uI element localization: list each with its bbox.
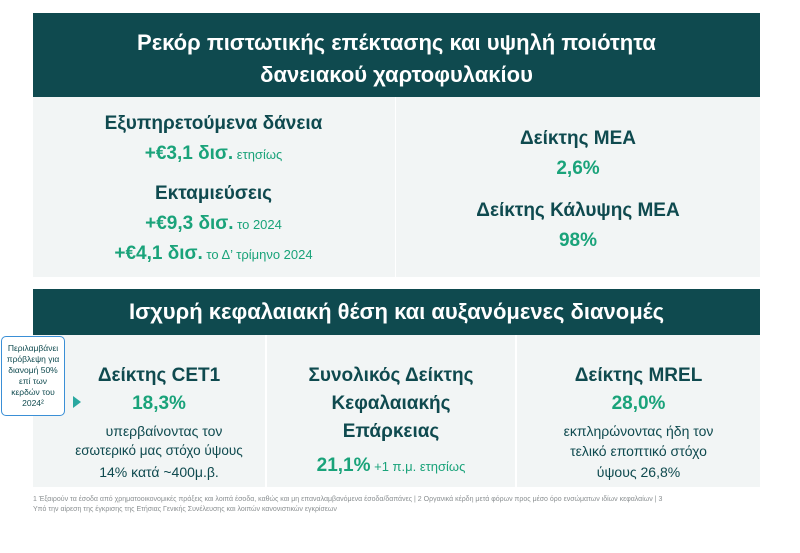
total-capital-card: Συνολικός Δείκτης Κεφαλαιακής Επάρκειας … — [267, 335, 515, 487]
callout-line: 2024² — [22, 398, 44, 408]
credit-left-block: Εξυπηρετούμενα δάνεια +€3,1 δισ. ετησίως… — [33, 97, 394, 277]
disbursements-value-year: +€9,3 δισ. — [145, 213, 234, 234]
mrel-value: 28,0% — [611, 393, 666, 414]
mrel-card: Δείκτης MREL 28,0% εκπληρώνοντας ήδη τον… — [517, 335, 760, 487]
section-banner-credit: Ρεκόρ πιστωτικής επέκτασης και υψηλή ποι… — [33, 13, 760, 97]
performing-loans-line: +€3,1 δισ. ετησίως — [33, 143, 394, 165]
total-capital-value-line: 21,1% +1 π.μ. ετησίως — [267, 455, 515, 477]
disbursements-title: Εκταμιεύσεις — [154, 183, 273, 204]
callout-arrow-icon — [73, 396, 81, 408]
callout-line: διανομή 50% — [8, 365, 58, 375]
cet1-card: Δείκτης CET1 18,3% υπερβαίνοντας τον εσω… — [33, 335, 265, 487]
performing-loans-value: +€3,1 δισ. — [144, 143, 234, 164]
disbursements-value-quarter: +€4,1 δισ. — [114, 243, 203, 264]
callout-line: Περιλαμβάνει — [7, 343, 59, 353]
performing-loans-title: Εξυπηρετούμενα δάνεια — [104, 113, 323, 134]
banner-title-line2: δανειακού χαρτοφυλακίου — [260, 62, 533, 87]
credit-panel — [33, 97, 760, 277]
section-banner-capital: Ισχυρή κεφαλαιακή θέση και αυξανόμενες δ… — [33, 289, 760, 335]
cet1-desc-line3: 14% κατά ~400μ.β. — [99, 464, 219, 480]
disbursements-line1: +€9,3 δισ. το 2024 — [33, 213, 394, 235]
cet1-desc-line2: εσωτερικό μας στόχο ύψους — [75, 443, 243, 458]
total-capital-title-line3: Επάρκειας — [342, 421, 440, 442]
total-capital-suffix: +1 π.μ. ετησίως — [370, 459, 466, 474]
footnote-line2: Υπό την αίρεση της έγκρισης της Ετήσιας … — [33, 506, 337, 513]
callout-line: επί των — [18, 376, 48, 386]
disbursements-line2: +€4,1 δισ. το Δ’ τρίμηνο 2024 — [33, 243, 394, 265]
panel-divider — [395, 97, 396, 277]
footnote-line1: 1 Έξαιρούν τα έσοδα από χρηματοοικονομικ… — [33, 496, 663, 503]
dividend-provision-callout: Περιλαμβάνει πρόβλεψη για διανομή 50% επ… — [1, 336, 65, 416]
callout-line: πρόβλεψη για — [6, 354, 60, 364]
cet1-title: Δείκτης CET1 — [97, 365, 221, 386]
total-capital-title-line2: Κεφαλαιακής — [331, 393, 451, 414]
npe-ratio-title: Δείκτης ΜΕΑ — [519, 128, 636, 149]
disbursements-suffix-year: το 2024 — [233, 217, 282, 232]
disbursements-suffix-quarter: το Δ’ τρίμηνο 2024 — [202, 247, 313, 262]
total-capital-title-line1: Συνολικός Δείκτης — [308, 365, 474, 386]
credit-right-block: Δείκτης ΜΕΑ 2,6% Δείκτης Κάλυψης ΜΕΑ 98% — [396, 97, 760, 277]
mrel-title: Δείκτης MREL — [574, 365, 703, 386]
callout-line: κερδών του — [11, 387, 55, 397]
mrel-desc-line3: ύψους 26,8% — [596, 464, 681, 480]
total-capital-value: 21,1% — [316, 455, 371, 476]
banner-title-line1: Ρεκόρ πιστωτικής επέκτασης και υψηλή ποι… — [137, 30, 656, 55]
npe-coverage-title: Δείκτης Κάλυψης ΜΕΑ — [476, 200, 680, 221]
npe-coverage-value: 98% — [558, 230, 598, 251]
performing-loans-suffix: ετησίως — [233, 147, 283, 162]
mrel-desc-line1: εκπληρώνοντας ήδη τον — [563, 423, 714, 439]
cet1-desc-line1: υπερβαίνοντας τον — [105, 423, 223, 439]
cet1-value: 18,3% — [132, 393, 186, 414]
mrel-desc-line2: τελικό εποπτικό στόχο — [570, 443, 707, 459]
npe-ratio-value: 2,6% — [556, 158, 600, 179]
